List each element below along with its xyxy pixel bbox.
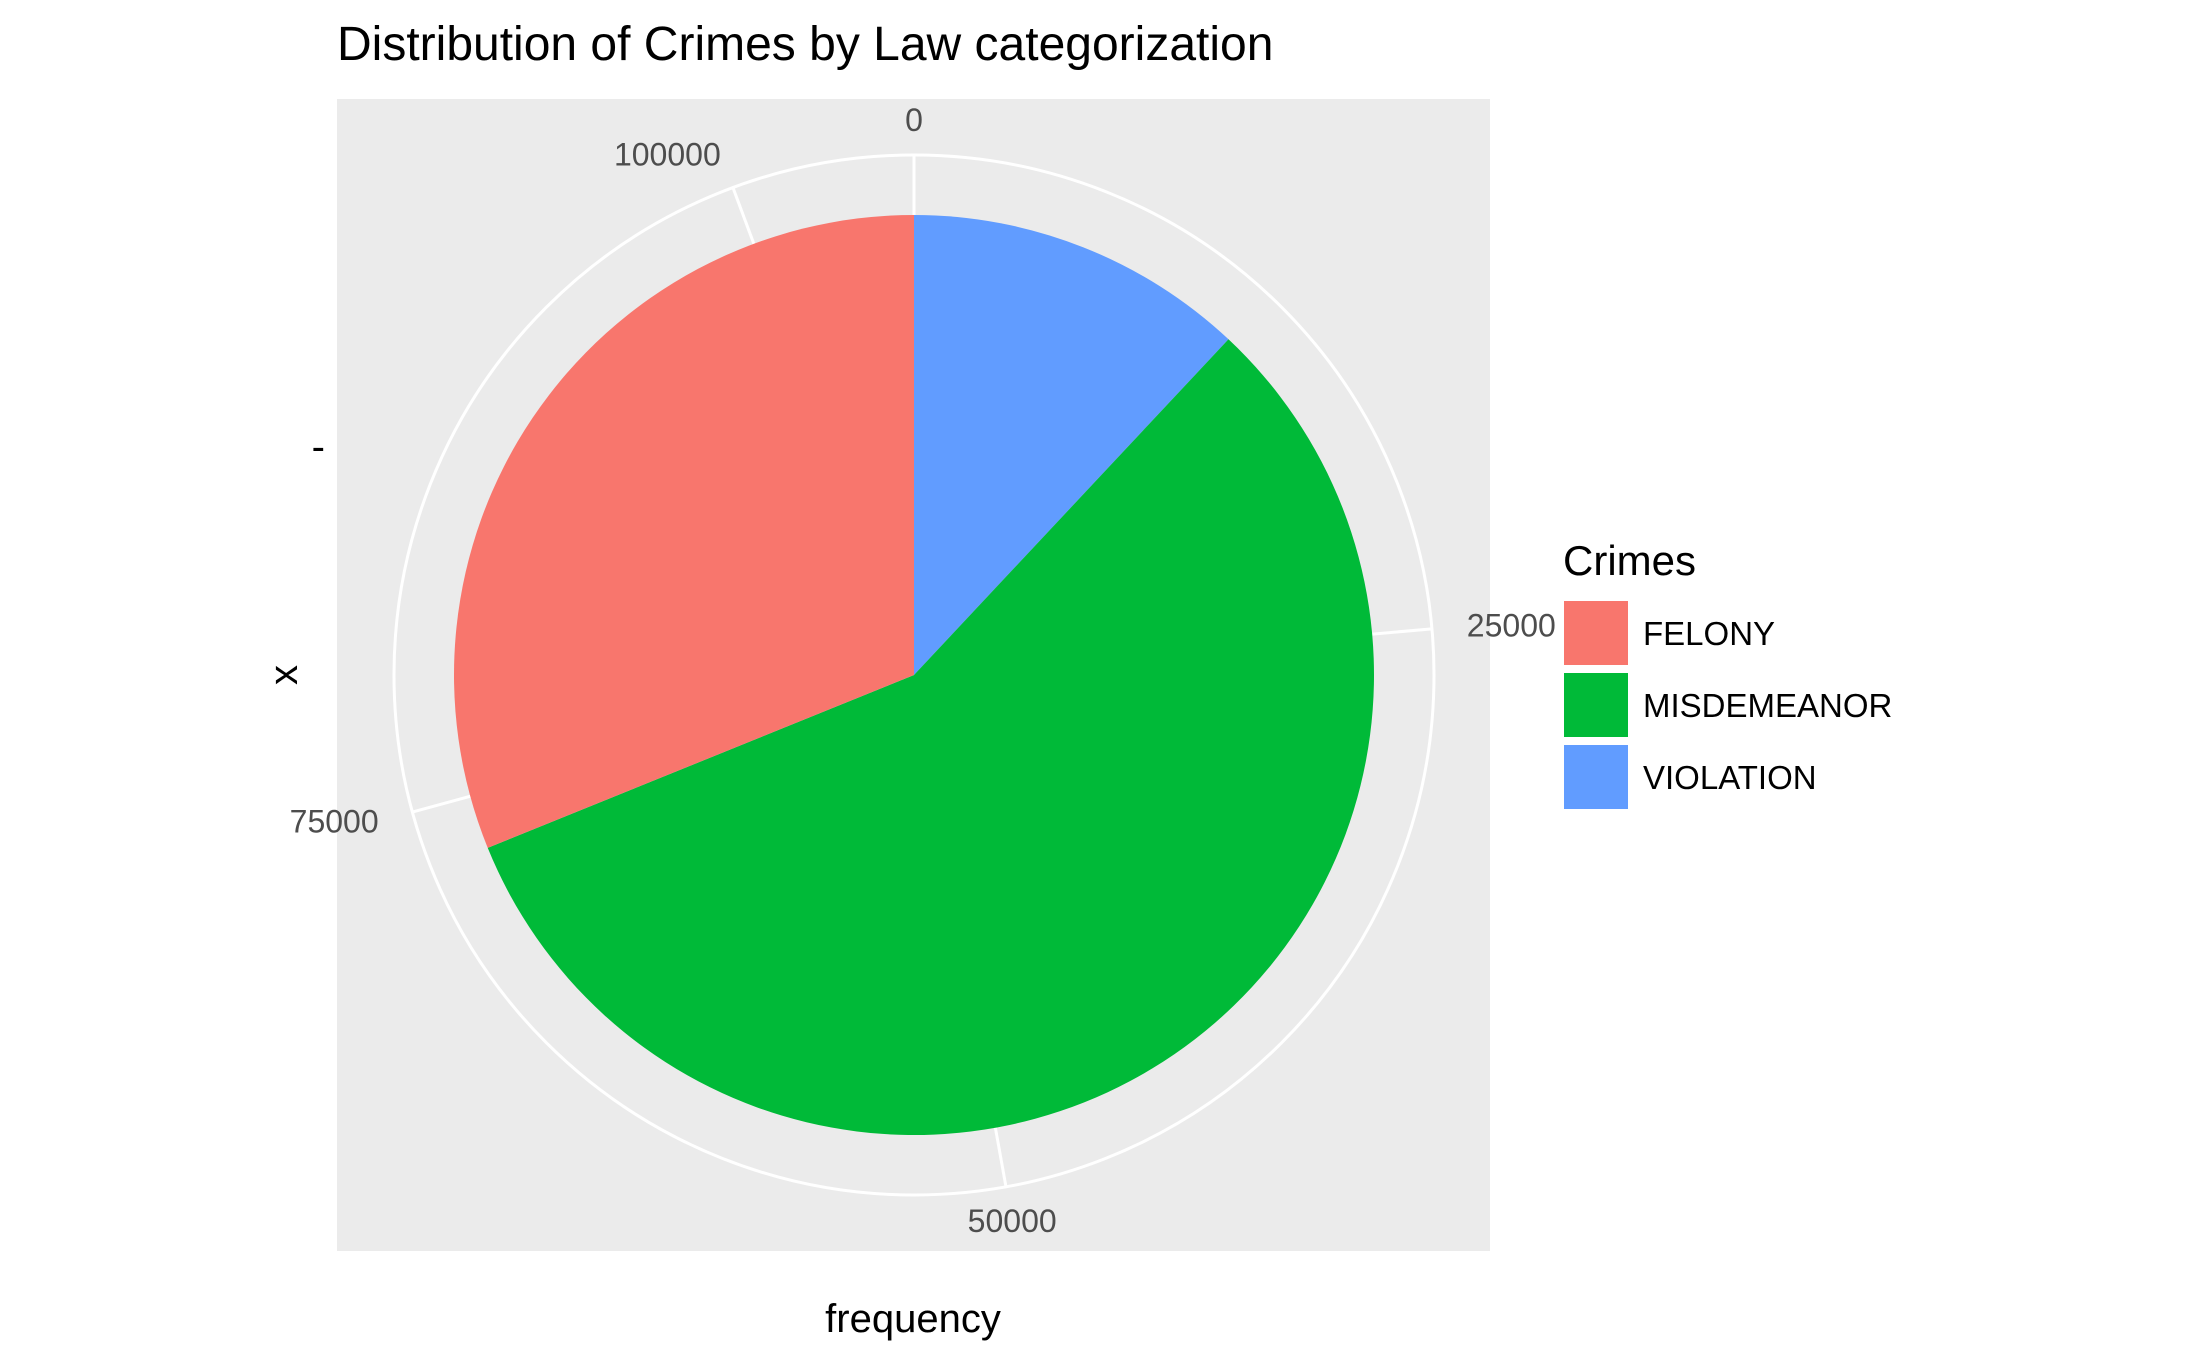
legend-label-misdemeanor: MISDEMEANOR — [1643, 687, 1892, 724]
radial-tick-label-1: 25000 — [1467, 608, 1556, 644]
chart-title: Distribution of Crimes by Law categoriza… — [337, 18, 1273, 71]
y-axis-title: x — [262, 665, 306, 685]
legend-swatch-violation — [1562, 743, 1630, 811]
legend-swatch-misdemeanor — [1562, 671, 1630, 739]
radial-tick-label-0: 0 — [905, 102, 923, 138]
radial-tick-label-3: 75000 — [290, 803, 379, 839]
legend: FELONY MISDEMEANOR VIOLATION — [1562, 599, 1892, 811]
legend-label-felony: FELONY — [1643, 615, 1775, 652]
x-axis-title: frequency — [825, 1297, 1001, 1341]
legend-swatch-felony — [1562, 599, 1630, 667]
radial-tick-label-2: 50000 — [968, 1203, 1057, 1239]
radial-ticks: 0 25000 50000 75000 100000 — [290, 102, 1556, 1239]
legend-label-violation: VIOLATION — [1643, 759, 1817, 796]
radial-tick-label-4: 100000 — [614, 137, 721, 173]
pie-slice-violation — [914, 215, 1229, 675]
pie-slice-felony — [453, 215, 914, 848]
pie-slices — [453, 215, 1374, 1135]
pie-slice-misdemeanor — [487, 339, 1374, 1135]
y-tick-label: - — [312, 425, 325, 469]
legend-title: Crimes — [1563, 537, 1696, 584]
